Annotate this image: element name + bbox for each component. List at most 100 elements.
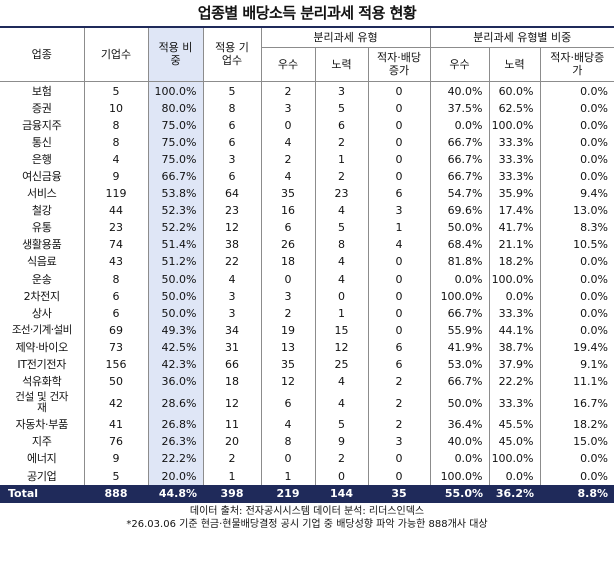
cell-ratio: 50.0% <box>147 270 203 288</box>
cell-deficit: 4 <box>367 236 431 254</box>
table-row: 에너지 9 22.2% 2 0 2 0 0.0% 100.0% 0.0% <box>0 450 614 468</box>
header-pct-deficit: 적자·배당증가 <box>539 47 614 82</box>
cell-effort: 8 <box>314 236 368 254</box>
cell-ratio: 36.0% <box>147 373 203 391</box>
table-row: 은행 4 75.0% 3 2 1 0 66.7% 33.3% 0.0% <box>0 150 614 168</box>
header-industry: 업종 <box>0 26 84 82</box>
cell-pct-deficit: 0.0% <box>539 253 614 271</box>
cell-deficit: 0 <box>367 253 431 271</box>
cell-deficit: 2 <box>367 390 431 417</box>
cell-pct-effort: 18.2% <box>488 253 541 271</box>
cell-pct-excellent: 54.7% <box>429 185 490 203</box>
cell-companies: 9 <box>83 167 148 186</box>
cell-companies: 5 <box>83 467 148 485</box>
cell-effort: 25 <box>314 356 368 374</box>
table-row: 생활용품 74 51.4% 38 26 8 4 68.4% 21.1% 10.5… <box>0 236 614 254</box>
cell-deficit: 0 <box>367 270 431 288</box>
cell-applied: 11 <box>202 416 261 434</box>
cell-applied: 6 <box>202 133 261 151</box>
cell-excellent: 2 <box>260 81 315 100</box>
table-row: 지주 76 26.3% 20 8 9 3 40.0% 45.0% 15.0% <box>0 433 614 451</box>
cell-pct-deficit: 15.0% <box>539 433 614 451</box>
cell-companies: 5 <box>83 81 148 100</box>
cell-ratio: 42.3% <box>147 356 203 374</box>
cell-applied: 12 <box>202 219 261 237</box>
cell-ratio: 75.0% <box>147 133 203 151</box>
page-title: 업종별 배당소득 분리과세 적용 현황 <box>197 4 417 22</box>
cell-companies: 73 <box>83 338 148 356</box>
table-row: 공기업 5 20.0% 1 1 0 0 100.0% 0.0% 0.0% <box>0 467 614 485</box>
cell-deficit: 1 <box>367 219 431 237</box>
cell-excellent: 2 <box>260 304 315 322</box>
cell-applied: 12 <box>202 390 261 417</box>
cell-applied: 64 <box>202 185 261 203</box>
cell-pct-effort: 44.1% <box>488 321 541 339</box>
cell-applied: 6 <box>202 167 261 186</box>
cell-industry: 제약·바이오 <box>15 340 69 354</box>
cell-deficit: 0 <box>367 81 431 100</box>
cell-ratio: 52.3% <box>147 202 203 220</box>
cell-industry: 석유화학 <box>22 375 62 389</box>
cell-pct-deficit: 10.5% <box>539 236 614 254</box>
cell-industry: 생활용품 <box>22 238 62 252</box>
table-row: 유통 23 52.2% 12 6 5 1 50.0% 41.7% 8.3% <box>0 219 614 237</box>
cell-excellent: 3 <box>260 287 315 305</box>
cell-applied: 4 <box>202 270 261 288</box>
total-applied: 398 <box>203 484 261 503</box>
cell-pct-effort: 100.0% <box>488 116 541 134</box>
cell-pct-deficit: 8.3% <box>539 219 614 237</box>
cell-deficit: 6 <box>367 338 431 356</box>
cell-ratio: 20.0% <box>147 467 203 485</box>
table-row: 통신 8 75.0% 6 4 2 0 66.7% 33.3% 0.0% <box>0 133 614 151</box>
cell-pct-excellent: 66.7% <box>429 150 490 168</box>
cell-industry: 자동차·부품 <box>15 418 69 432</box>
dividend-tax-table: 업종 기업수 적용 비중 적용 기업수 분리과세 유형 분리과세 유형별 비중 … <box>0 26 614 503</box>
cell-pct-deficit: 0.0% <box>539 116 614 134</box>
cell-industry: 식음료 <box>27 255 57 269</box>
cell-deficit: 0 <box>367 167 431 186</box>
cell-ratio: 50.0% <box>147 287 203 305</box>
cell-effort: 23 <box>314 185 368 203</box>
table-row: 자동차·부품 41 26.8% 11 4 5 2 36.4% 45.5% 18.… <box>0 416 614 434</box>
cell-ratio: 100.0% <box>147 81 203 100</box>
cell-industry: 여신금융 <box>22 170 62 184</box>
cell-pct-effort: 37.9% <box>488 356 541 374</box>
cell-pct-excellent: 37.5% <box>429 99 490 117</box>
cell-pct-effort: 33.3% <box>488 390 541 417</box>
cell-pct-deficit: 13.0% <box>539 202 614 220</box>
header-apply-ratio: 적용 비중 <box>147 26 203 82</box>
cell-ratio: 75.0% <box>147 150 203 168</box>
cell-pct-excellent: 50.0% <box>429 219 490 237</box>
cell-pct-excellent: 55.9% <box>429 321 490 339</box>
table-row: 제약·바이오 73 42.5% 31 13 12 6 41.9% 38.7% 1… <box>0 338 614 356</box>
cell-companies: 74 <box>83 236 148 254</box>
cell-deficit: 0 <box>367 450 431 468</box>
cell-pct-deficit: 0.0% <box>539 99 614 117</box>
header-sep-type-ratio: 분리과세 유형별 비중 <box>429 26 614 48</box>
cell-industry: 건설 및 건자재 <box>15 391 69 415</box>
table-row: 2차전지 6 50.0% 3 3 0 0 100.0% 0.0% 0.0% <box>0 287 614 305</box>
cell-pct-excellent: 50.0% <box>429 390 490 417</box>
cell-effort: 0 <box>314 467 368 485</box>
cell-effort: 2 <box>314 167 368 186</box>
cell-applied: 3 <box>202 150 261 168</box>
cell-industry: 보험 <box>31 84 52 98</box>
cell-applied: 1 <box>202 467 261 485</box>
cell-pct-effort: 100.0% <box>488 450 541 468</box>
cell-ratio: 51.2% <box>147 253 203 271</box>
table-row: 조선·기계·설비 69 49.3% 34 19 15 0 55.9% 44.1%… <box>0 321 614 339</box>
cell-deficit: 0 <box>367 467 431 485</box>
table-row: 증권 10 80.0% 8 3 5 0 37.5% 62.5% 0.0% <box>0 99 614 117</box>
cell-industry: 상사 <box>31 306 52 320</box>
cell-industry: 에너지 <box>27 452 57 466</box>
cell-pct-deficit: 0.0% <box>539 287 614 305</box>
cell-companies: 50 <box>83 373 148 391</box>
cell-pct-excellent: 68.4% <box>429 236 490 254</box>
source-note: 데이터 출처: 전자공시시스템 데이터 분석: 리더스인덱스 <box>189 505 425 517</box>
cell-applied: 18 <box>202 373 261 391</box>
cell-excellent: 4 <box>260 133 315 151</box>
basis-note: *26.03.06 기준 현금·현물배당결정 공시 기업 중 배당성향 파악 가… <box>126 518 488 530</box>
cell-excellent: 2 <box>260 150 315 168</box>
cell-pct-deficit: 19.4% <box>539 338 614 356</box>
cell-pct-excellent: 0.0% <box>429 270 490 288</box>
